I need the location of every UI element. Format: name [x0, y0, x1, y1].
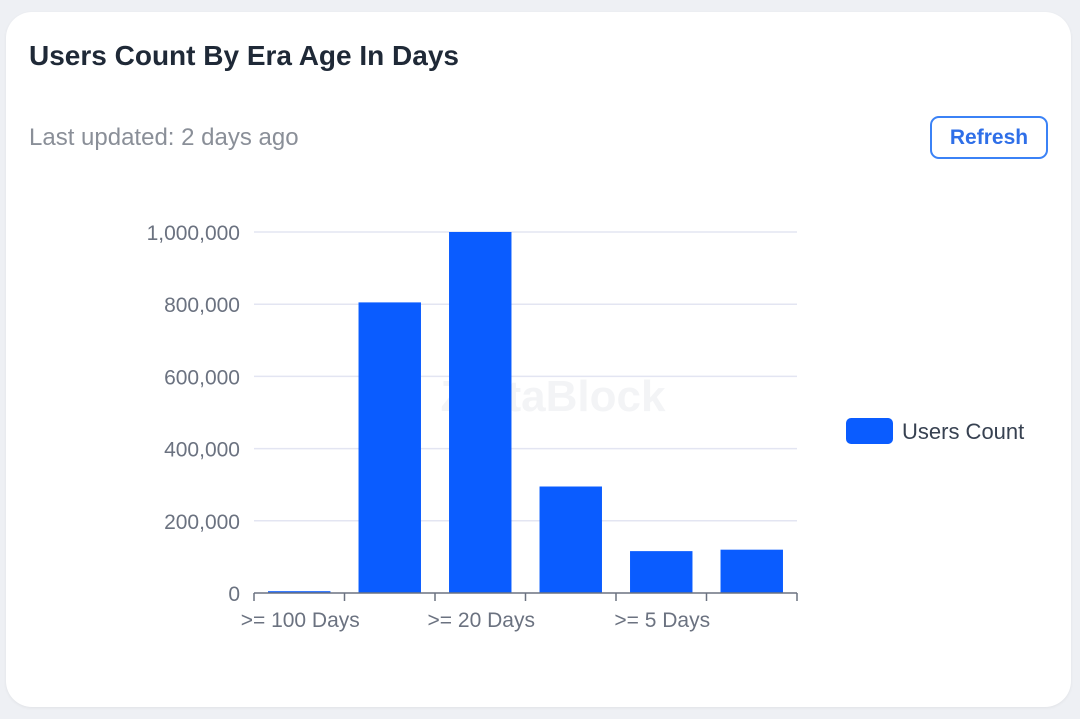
- y-tick-label: 1,000,000: [147, 222, 240, 245]
- card-title: Users Count By Era Age In Days: [29, 40, 459, 71]
- y-tick-label: 0: [228, 583, 240, 606]
- chart-card: Users Count By Era Age In Days Last upda…: [6, 12, 1071, 707]
- bar[interactable]: [358, 302, 421, 593]
- bar[interactable]: [539, 486, 602, 593]
- x-tick-label: >= 20 Days: [428, 609, 535, 632]
- legend[interactable]: Users Count: [846, 418, 1024, 444]
- legend-swatch[interactable]: [846, 418, 893, 444]
- y-axis-labels: 0 200,000 400,000 600,000 800,000 1,000,000: [147, 222, 240, 606]
- last-updated-text: Last updated: 2 days ago: [29, 124, 299, 151]
- bar[interactable]: [720, 549, 783, 593]
- bar[interactable]: [630, 551, 693, 593]
- y-tick-label: 400,000: [164, 439, 240, 462]
- y-tick-label: 800,000: [164, 294, 240, 317]
- x-tick-label: >= 5 Days: [614, 609, 710, 632]
- y-tick-label: 200,000: [164, 511, 240, 534]
- bars: [268, 232, 783, 593]
- y-tick-label: 600,000: [164, 366, 240, 389]
- grid-lines: [254, 231, 797, 522]
- refresh-button[interactable]: Refresh: [930, 116, 1048, 159]
- legend-label[interactable]: Users Count: [902, 419, 1024, 444]
- x-axis: >= 100 Days >= 20 Days >= 5 Days: [241, 592, 798, 632]
- bar[interactable]: [449, 232, 512, 593]
- x-tick-label: >= 100 Days: [241, 609, 360, 632]
- bar[interactable]: [268, 591, 331, 593]
